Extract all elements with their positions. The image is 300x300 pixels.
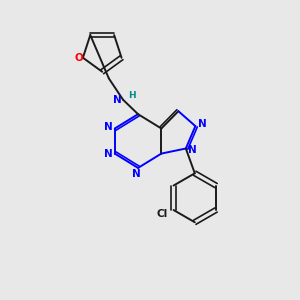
Text: N: N (132, 169, 141, 179)
Text: N: N (113, 95, 122, 105)
Text: Cl: Cl (156, 208, 167, 219)
Text: N: N (198, 119, 206, 129)
Text: N: N (104, 148, 112, 159)
Text: O: O (74, 53, 83, 63)
Text: H: H (128, 91, 135, 100)
Text: N: N (188, 145, 197, 155)
Text: N: N (104, 122, 112, 132)
